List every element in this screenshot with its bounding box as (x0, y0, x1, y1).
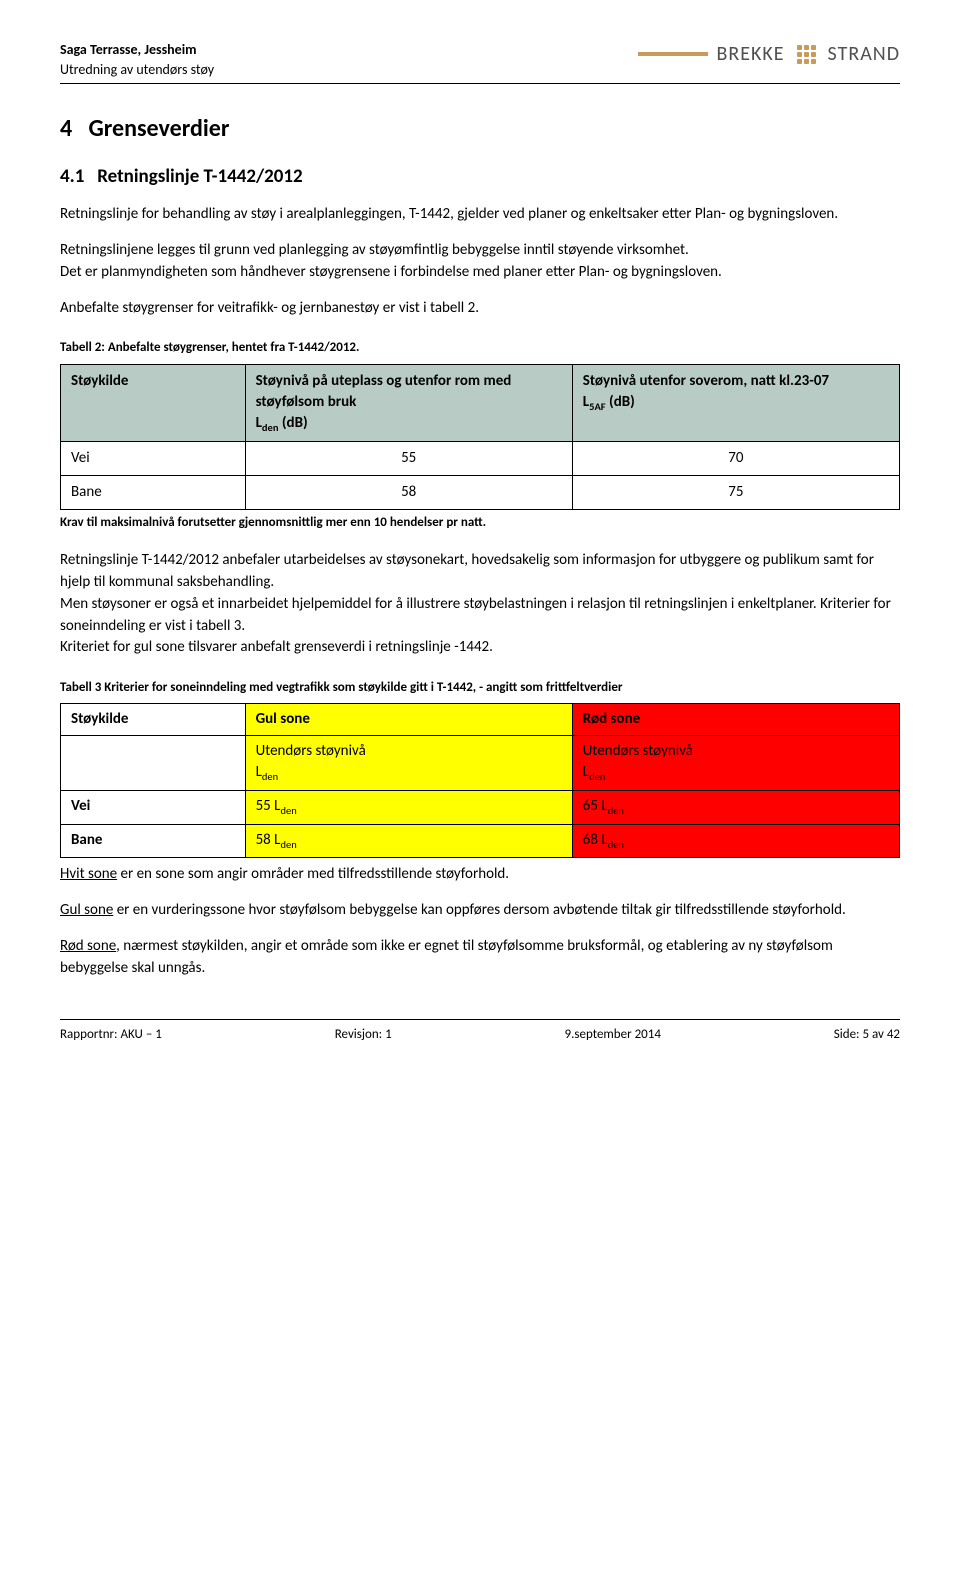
para-mid-3: Kriteriet for gul sone tilsvarer anbefal… (60, 637, 900, 659)
t2-col2-db: (dB) (606, 393, 635, 411)
t3-r1-v2sub: den (608, 804, 624, 817)
t3-r2-v2: 68 L (583, 831, 608, 849)
t2-col1-db: (dB) (278, 414, 307, 432)
t3-r1-v1sub: den (280, 804, 296, 817)
t2-r1-v2: 70 (572, 442, 899, 476)
t3-r2-v1: 58 L (256, 831, 281, 849)
t3-r1-label: Vei (61, 791, 246, 825)
t2-r1-label: Vei (61, 442, 246, 476)
t3-r2-v1sub: den (280, 838, 296, 851)
section-4-num: 4 (60, 114, 72, 143)
para-intro-1: Retningslinje for behandling av støy i a… (60, 204, 900, 226)
t3-head-rod: Rød sone (572, 704, 899, 736)
t2-head-col2: Støynivå utenfor soverom, natt kl.23-07 … (572, 364, 899, 442)
subsection-4-1-title: Retningslinje T-1442/2012 (97, 165, 302, 188)
footer-page: Side: 5 av 42 (834, 1026, 900, 1044)
t3-r2-v2sub: den (608, 838, 624, 851)
hvit-sone-text: er en sone som angir områder med tilfred… (117, 865, 509, 883)
t3-subhead-rod: Utendørs støynivå Lden (572, 736, 899, 791)
t3-r2-gul: 58 Lden (245, 824, 572, 858)
footer-revision: Revisjon: 1 (335, 1026, 392, 1044)
t3-sub2-sub: den (589, 770, 605, 783)
table-3: Støykilde Gul sone Rød sone Utendørs stø… (60, 703, 900, 858)
t2-col2-sub: 5AF (589, 400, 606, 413)
logo-text-1: BREKKE (716, 40, 784, 68)
para-intro-2: Retningslinjene legges til grunn ved pla… (60, 240, 900, 262)
subsection-4-1-num: 4.1 (60, 165, 84, 188)
header-line2: Utredning av utendørs støy (60, 60, 214, 80)
t3-sub2-text: Utendørs støynivå (583, 742, 693, 760)
footer-rule (60, 1019, 900, 1020)
t2-head-col0: Støykilde (61, 364, 246, 442)
t3-subhead-gul: Utendørs støynivå Lden (245, 736, 572, 791)
logo-bar-icon (638, 52, 708, 56)
para-rod-sone: Rød sone, nærmest støykilden, angir et o… (60, 936, 900, 980)
t3-r1-v1: 55 L (256, 797, 281, 815)
table-row: Bane 58 Lden 68 Lden (61, 824, 900, 858)
t3-sub1-sub: den (262, 770, 278, 783)
t2-col1-sub: den (262, 421, 279, 434)
table-2-note: Krav til maksimalnivå forutsetter gjenno… (60, 514, 900, 532)
t3-sub1-text: Utendørs støynivå (256, 742, 366, 760)
gul-sone-text: er en vurderingssone hvor støyfølsom beb… (113, 901, 846, 919)
table-row: Vei 55 Lden 65 Lden (61, 791, 900, 825)
footer-date: 9.september 2014 (565, 1026, 661, 1044)
logo-dots-icon (797, 45, 816, 64)
section-4-heading: 4 Grenseverdier (60, 112, 900, 146)
t3-r1-rod: 65 Lden (572, 791, 899, 825)
t3-r2-label: Bane (61, 824, 246, 858)
rod-sone-term: Rød sone (60, 937, 116, 955)
t2-col1-text: Støynivå på uteplass og utenfor rom med … (256, 372, 512, 411)
t3-head-col0: Støykilde (61, 704, 246, 736)
page-header: Saga Terrasse, Jessheim Utredning av ute… (60, 40, 900, 79)
t2-r2-label: Bane (61, 476, 246, 510)
t3-r1-gul: 55 Lden (245, 791, 572, 825)
t2-r2-v1: 58 (245, 476, 572, 510)
t3-r2-rod: 68 Lden (572, 824, 899, 858)
table-2: Støykilde Støynivå på uteplass og utenfo… (60, 364, 900, 511)
t3-subhead-empty (61, 736, 246, 791)
section-4-title: Grenseverdier (88, 114, 229, 143)
para-intro-3: Det er planmyndigheten som håndhever stø… (60, 262, 900, 284)
company-logo: BREKKE STRAND (638, 40, 900, 68)
table-row: Bane 58 75 (61, 476, 900, 510)
t2-head-col1: Støynivå på uteplass og utenfor rom med … (245, 364, 572, 442)
hvit-sone-term: Hvit sone (60, 865, 117, 883)
para-gul-sone: Gul sone er en vurderingssone hvor støyf… (60, 900, 900, 922)
rod-sone-text: , nærmest støykilden, angir et område so… (60, 937, 833, 977)
table-2-caption: Tabell 2: Anbefalte støygrenser, hentet … (60, 339, 900, 357)
logo-text-2: STRAND (828, 40, 900, 68)
para-mid-1: Retningslinje T-1442/2012 anbefaler utar… (60, 550, 900, 594)
t3-r1-v2: 65 L (583, 797, 608, 815)
footer-reportnr: Rapportnr: AKU – 1 (60, 1026, 162, 1044)
gul-sone-term: Gul sone (60, 901, 113, 919)
para-mid-2: Men støysoner er også et innarbeidet hje… (60, 594, 900, 638)
header-line1: Saga Terrasse, Jessheim (60, 40, 214, 60)
header-title-block: Saga Terrasse, Jessheim Utredning av ute… (60, 40, 214, 79)
para-intro-4: Anbefalte støygrenser for veitrafikk- og… (60, 298, 900, 320)
t2-col2-text: Støynivå utenfor soverom, natt kl.23-07 (583, 372, 829, 390)
table-row: Vei 55 70 (61, 442, 900, 476)
para-hvit-sone: Hvit sone er en sone som angir områder m… (60, 864, 900, 886)
t3-head-gul: Gul sone (245, 704, 572, 736)
header-rule (60, 83, 900, 84)
page-footer: Rapportnr: AKU – 1 Revisjon: 1 9.septemb… (60, 1026, 900, 1044)
t2-r2-v2: 75 (572, 476, 899, 510)
t2-r1-v1: 55 (245, 442, 572, 476)
table-3-caption: Tabell 3 Kriterier for soneinndeling med… (60, 679, 900, 697)
subsection-4-1-heading: 4.1 Retningslinje T-1442/2012 (60, 164, 900, 191)
